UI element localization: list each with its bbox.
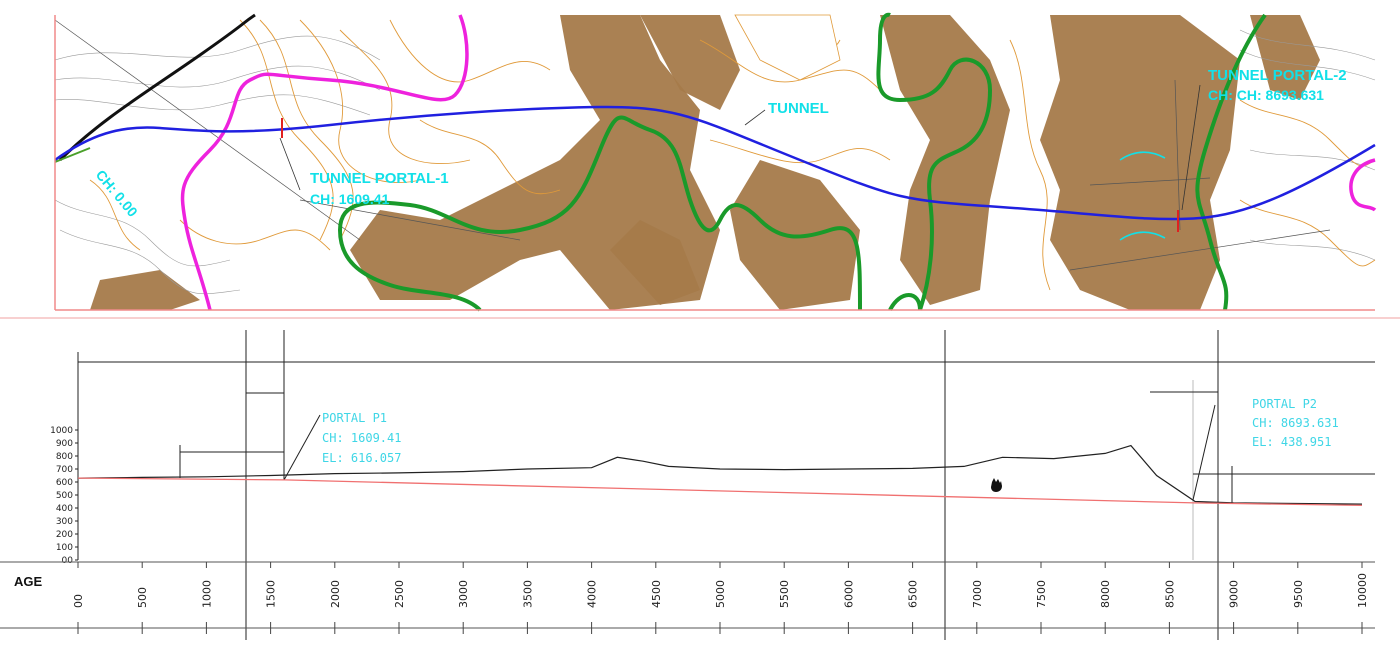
- x-tick-label: 6000: [842, 580, 855, 608]
- portal-1-leader: [279, 137, 301, 191]
- y-tick-label: 600: [56, 478, 73, 488]
- y-tick-label: 700: [56, 465, 73, 475]
- portal-p1-el: EL: 616.057: [322, 451, 401, 465]
- x-tick-label: 1000: [200, 580, 213, 608]
- y-tick-label: 300: [56, 517, 73, 527]
- x-tick-label: 3500: [521, 580, 534, 608]
- x-tick-label: 3000: [457, 580, 470, 608]
- x-tick-label: 6500: [907, 580, 920, 608]
- chainage-row-label: AGE: [14, 574, 43, 589]
- x-tick-label: 4500: [650, 580, 663, 608]
- x-tick-label: 500: [136, 587, 149, 608]
- portal-p2-title: PORTAL P2: [1252, 397, 1317, 411]
- tunnel-leader: [744, 109, 766, 126]
- tunnel-portal-2-label: TUNNEL PORTAL-2: [1208, 67, 1347, 84]
- x-tick-label: 1500: [265, 580, 278, 608]
- x-tick-label: 8500: [1163, 580, 1176, 608]
- y-tick-label: 400: [56, 504, 73, 514]
- tunnel-portal-1-ch: CH: 1609.41: [310, 191, 390, 207]
- x-tick-labels: 00 500 1000 1500 2000 2500 3000 3500 4000 4500 500…: [72, 562, 1369, 634]
- x-tick-label: 5000: [714, 580, 727, 608]
- profile-view: PORTAL P1 CH: 1609.41 EL: 616.057 PORTAL…: [0, 330, 1375, 640]
- portal-2-arc-bottom: [1119, 231, 1166, 241]
- portal-p1-title: PORTAL P1: [322, 411, 387, 425]
- y-tick-label: 100: [56, 543, 73, 553]
- y-tick-label: 1000: [50, 426, 73, 436]
- y-tick-label: 00: [62, 556, 74, 566]
- y-tick-label: 900: [56, 439, 73, 449]
- alignment-start-marker: [54, 147, 91, 163]
- hand-cursor-icon: [991, 478, 1002, 492]
- x-tick-label: 4000: [586, 580, 599, 608]
- portal-2-arc-top: [1119, 151, 1166, 161]
- plan-view: TUNNEL PORTAL-1 CH: 1609.41 TUNNEL TUNNE…: [54, 12, 1377, 312]
- x-tick-label: 7500: [1035, 580, 1048, 608]
- x-tick-label: 8000: [1099, 580, 1112, 608]
- tunnel-gradient-line: [77, 477, 1363, 507]
- x-tick-label: 7000: [971, 580, 984, 608]
- x-tick-label: 10000: [1356, 573, 1369, 608]
- portal-2-leader: [1181, 84, 1201, 211]
- portal-p1-ch: CH: 1609.41: [322, 431, 401, 445]
- tunnel-label: TUNNEL: [768, 100, 829, 117]
- y-tick-label: 200: [56, 530, 73, 540]
- ground-profile-line: [77, 444, 1363, 505]
- y-tick-label: 500: [56, 491, 73, 501]
- clearing-area: [734, 14, 841, 81]
- x-tick-label: 5500: [778, 580, 791, 608]
- portal-p2-ch: CH: 8693.631: [1252, 416, 1339, 430]
- x-tick-label: 9000: [1228, 580, 1241, 608]
- tunnel-portal-2-ch: CH: CH: 8693.631: [1208, 87, 1324, 103]
- x-tick-label: 9500: [1292, 580, 1305, 608]
- existing-road: [58, 13, 256, 162]
- magenta-boundary-right: [1349, 158, 1377, 212]
- x-tick-label: 2000: [329, 580, 342, 608]
- magenta-boundary: [180, 14, 469, 311]
- x-tick-label: 00: [72, 594, 85, 608]
- x-tick-label: 2500: [393, 580, 406, 608]
- y-tick-labels: 1000 900 800 700 600 500 400 300 200 100 00: [50, 426, 78, 566]
- tunnel-portal-1-label: TUNNEL PORTAL-1: [310, 170, 449, 187]
- y-tick-label: 800: [56, 452, 73, 462]
- portal-p2-el: EL: 438.951: [1252, 435, 1331, 449]
